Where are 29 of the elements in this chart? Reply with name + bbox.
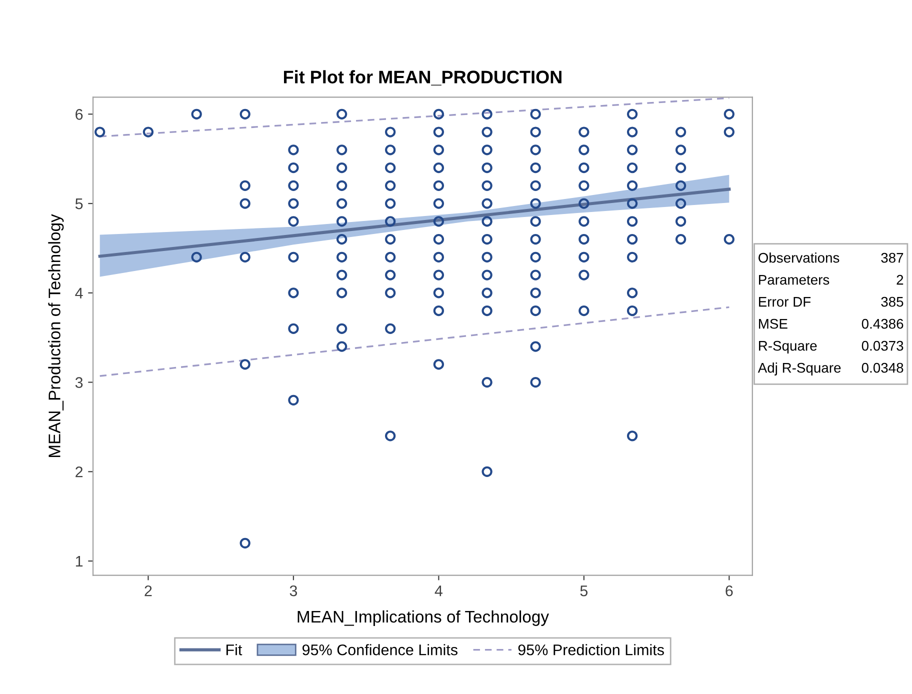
- x-tick-label: 5: [580, 586, 588, 596]
- text: R-Square: [759, 340, 817, 354]
- y-tick-label: 5: [75, 198, 83, 210]
- legend-label: 95% Prediction Limits: [518, 644, 664, 656]
- legend-label: Fit: [226, 644, 242, 656]
- text: 385: [881, 296, 904, 307]
- text: 2: [896, 274, 904, 285]
- text: 387: [881, 252, 904, 263]
- y-tick-label: 2: [76, 466, 83, 478]
- text: 0.0348: [862, 362, 904, 373]
- text: 95% Confidence Limits: [302, 644, 458, 656]
- text: Adj R-Square: [758, 362, 841, 376]
- x-axis-title: MEAN_Implications of Technology: [298, 610, 549, 626]
- y-tick-label: 3: [75, 377, 83, 388]
- text: 0.0373: [862, 340, 904, 351]
- text: Error DF: [759, 297, 811, 307]
- text: MSE: [759, 318, 788, 329]
- chart-title: Fit Plot for MEAN_PRODUCTION: [284, 70, 562, 86]
- x-tick-label: 3: [290, 585, 298, 596]
- text: 0.4386: [862, 318, 904, 329]
- x-tick-label: 4: [434, 586, 442, 596]
- text: Observations: [758, 252, 840, 263]
- y-tick-label: 4: [75, 288, 83, 298]
- x-tick-label: 6: [726, 585, 733, 596]
- x-tick-label: 2: [144, 585, 152, 596]
- text: Parameters: [759, 275, 830, 285]
- y-tick-label: 6: [76, 109, 83, 120]
- y-axis-title: MEAN_Production of Technology: [48, 214, 64, 458]
- y-tick-label: 1: [76, 556, 83, 567]
